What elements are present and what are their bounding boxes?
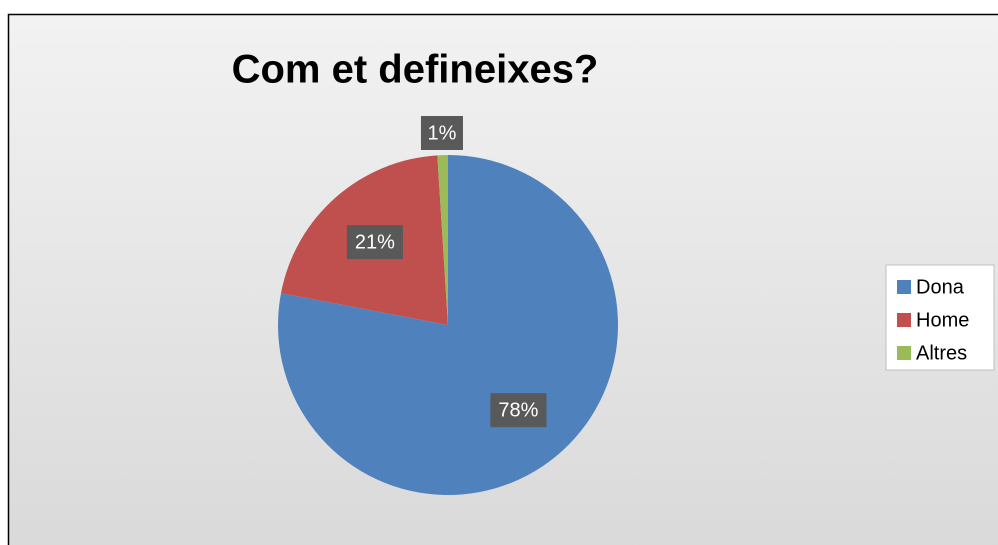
legend-swatch (897, 280, 911, 294)
legend-label: Altres (916, 342, 967, 364)
legend-swatch (897, 346, 911, 360)
chart-title: Com et defineixes? (232, 48, 599, 92)
pie-slice (437, 155, 448, 325)
data-label-box (420, 115, 463, 150)
data-label: 78% (498, 399, 538, 421)
legend-swatch (897, 313, 911, 327)
data-label: 21% (355, 231, 395, 253)
data-label: 1% (428, 122, 457, 144)
legend-label: Dona (916, 276, 965, 298)
data-label-box (490, 393, 547, 428)
data-label-box (346, 225, 403, 260)
legend-label: Home (916, 309, 969, 331)
